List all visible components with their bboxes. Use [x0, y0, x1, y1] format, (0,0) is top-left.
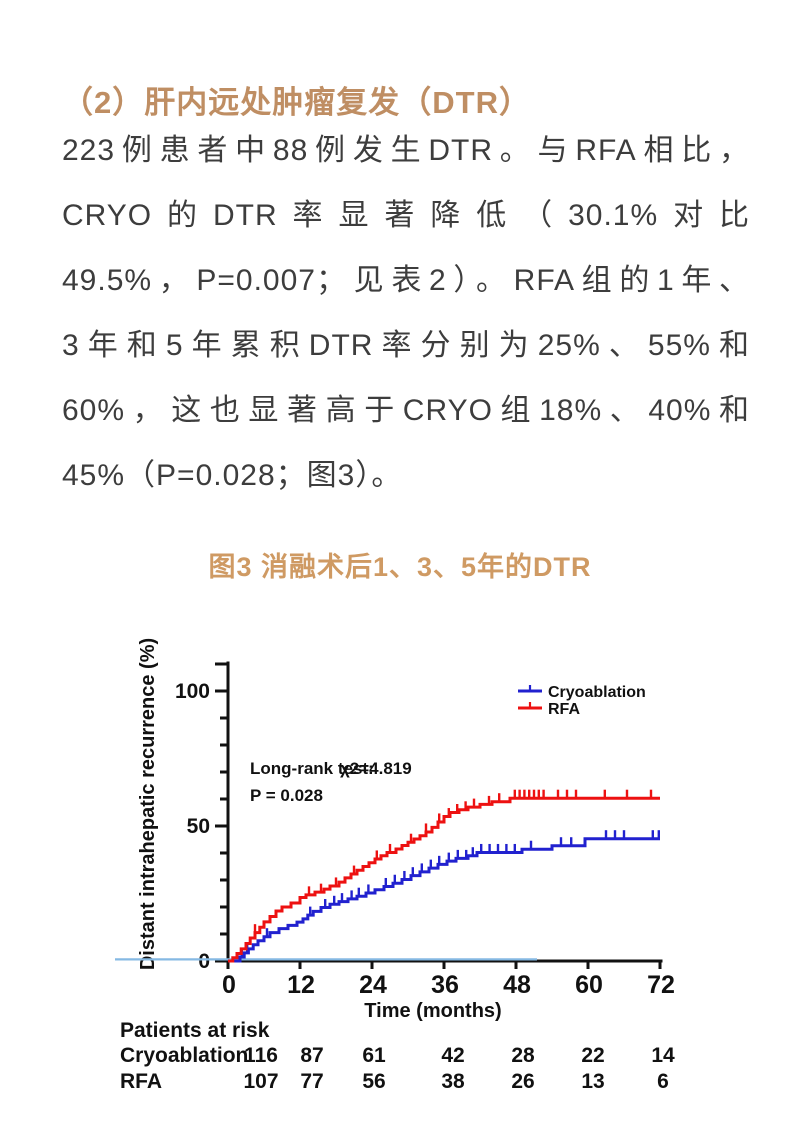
paragraph-line: 3年和5年累积DTR率分别为25%、55%和	[62, 329, 750, 362]
y-tick-label: 100	[175, 680, 210, 703]
at-risk-value: 22	[581, 1044, 604, 1067]
section-heading: （2）肝内远处肿瘤复发（DTR）	[62, 84, 531, 120]
at-risk-value: 107	[243, 1070, 278, 1093]
legend-label-rfa: RFA	[548, 701, 580, 718]
x-tick-label: 60	[575, 971, 603, 999]
annotation-p-value: P = 0.028	[250, 786, 323, 805]
figure-dtr-chart: Distant intrahepatic recurrence (%) 0 50 10…	[0, 600, 800, 1141]
at-risk-value: 6	[657, 1070, 669, 1093]
at-risk-value: 14	[651, 1044, 675, 1067]
at-risk-row-label: Cryoablation	[120, 1044, 248, 1067]
at-risk-value: 38	[441, 1070, 465, 1093]
legend-label-cryoablation: Cryoablation	[548, 684, 646, 701]
curve-rfa	[228, 796, 660, 963]
y-tick-label: 50	[187, 815, 210, 838]
at-risk-value: 87	[300, 1044, 323, 1067]
at-risk-value: 26	[511, 1070, 534, 1093]
paragraph-line: 49.5%，P=0.007；见表2）。RFA组的1年、	[62, 264, 750, 297]
body-paragraph: 223例患者中88例发生DTR。与RFA相比， CRYO的DTR率显著降低（30.…	[62, 118, 750, 508]
paragraph-line: 45%（P=0.028；图3）。	[62, 459, 403, 492]
y-tick-label: 0	[198, 950, 210, 973]
paragraph-line: 60%，这也显著高于CRYO组18%、40%和	[62, 394, 750, 427]
annotation-test-label: Long-rank test:	[250, 759, 374, 778]
x-tick-label: 72	[647, 971, 675, 999]
at-risk-value: 13	[581, 1070, 604, 1093]
y-axis-label: Distant intrahepatic recurrence (%)	[137, 638, 159, 970]
at-risk-value: 77	[300, 1070, 323, 1093]
km-chart-svg: Distant intrahepatic recurrence (%) 0 50 10…	[115, 638, 675, 1093]
x-tick-label: 48	[503, 971, 531, 999]
curve-cryoablation	[228, 837, 660, 963]
x-tick-label: 0	[222, 971, 236, 999]
x-tick-label: 36	[431, 971, 459, 999]
x-axis-label: Time (months)	[364, 1000, 501, 1022]
at-risk-title: Patients at risk	[120, 1019, 270, 1042]
x-tick-label: 24	[359, 971, 387, 999]
at-risk-value: 28	[511, 1044, 535, 1067]
paragraph-line: 223例患者中88例发生DTR。与RFA相比，	[62, 134, 750, 167]
at-risk-value: 61	[362, 1044, 386, 1067]
annotation-chi-value: χ2=4.819	[340, 759, 412, 778]
at-risk-value: 56	[362, 1070, 385, 1093]
figure-caption: 图3 消融术后1、3、5年的DTR	[208, 552, 592, 582]
at-risk-value: 116	[244, 1044, 278, 1067]
paragraph-line: CRYO的DTR率显著降低（30.1%对比	[62, 199, 750, 232]
x-tick-label: 12	[287, 971, 315, 999]
at-risk-value: 42	[441, 1044, 464, 1067]
at-risk-row-label: RFA	[120, 1070, 162, 1093]
